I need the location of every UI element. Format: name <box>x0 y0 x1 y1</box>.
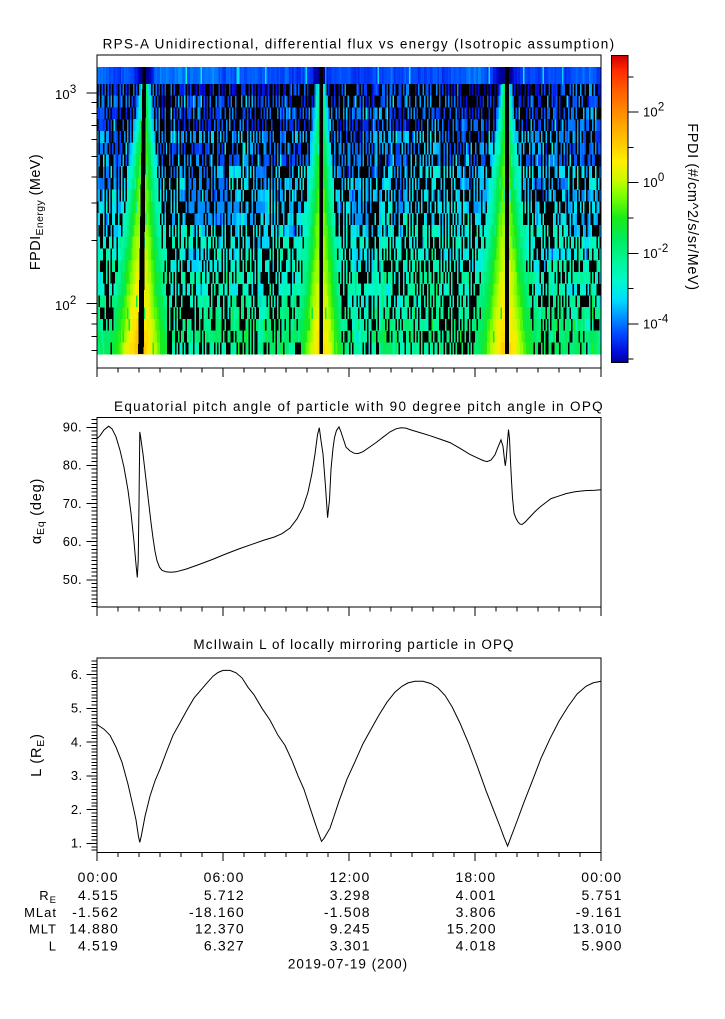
svg-text:5.712: 5.712 <box>204 887 245 903</box>
svg-text:00:00: 00:00 <box>581 869 622 885</box>
svg-text:1.: 1. <box>71 836 83 851</box>
svg-text:12.370: 12.370 <box>195 921 245 937</box>
svg-text:MLT: MLT <box>29 922 57 937</box>
svg-text:FPDIEnergy (MeV): FPDIEnergy (MeV) <box>28 154 46 270</box>
svg-text:3.: 3. <box>71 768 83 783</box>
svg-text:50.: 50. <box>63 572 82 587</box>
svg-text:00:00: 00:00 <box>78 869 119 885</box>
svg-text:14.880: 14.880 <box>69 921 119 937</box>
svg-text:RPS-A Unidirectional, differen: RPS-A Unidirectional, differential flux … <box>103 37 616 52</box>
svg-text:6.: 6. <box>71 667 83 682</box>
svg-text:4.001: 4.001 <box>456 887 497 903</box>
svg-text:6.327: 6.327 <box>204 938 245 954</box>
svg-text:06:00: 06:00 <box>204 869 245 885</box>
svg-text:4.515: 4.515 <box>78 887 119 903</box>
svg-text:60.: 60. <box>63 534 82 549</box>
svg-text:-1.508: -1.508 <box>324 904 371 920</box>
svg-text:12:00: 12:00 <box>329 869 370 885</box>
svg-text:5.751: 5.751 <box>582 887 623 903</box>
svg-text:Equatorial pitch angle of part: Equatorial pitch angle of particle with … <box>114 399 604 414</box>
svg-text:L: L <box>49 939 57 954</box>
svg-text:9.245: 9.245 <box>330 921 371 937</box>
svg-text:5.: 5. <box>71 701 83 716</box>
svg-text:15.200: 15.200 <box>447 921 497 937</box>
svg-text:4.519: 4.519 <box>78 938 119 954</box>
svg-text:-1.562: -1.562 <box>72 904 119 920</box>
svg-text:2.: 2. <box>71 802 83 817</box>
svg-text:FPDI (#/cm^2/s/sr/MeV): FPDI (#/cm^2/s/sr/MeV) <box>684 123 700 290</box>
svg-text:-9.161: -9.161 <box>576 904 623 920</box>
svg-text:90.: 90. <box>63 420 82 435</box>
svg-text:18:00: 18:00 <box>455 869 496 885</box>
svg-text:4.018: 4.018 <box>456 938 497 954</box>
svg-text:-18.160: -18.160 <box>189 904 245 920</box>
svg-text:70.: 70. <box>63 496 82 511</box>
svg-text:80.: 80. <box>63 458 82 473</box>
svg-text:3.298: 3.298 <box>330 887 371 903</box>
svg-text:L (RE): L (RE) <box>29 733 47 777</box>
svg-text:13.010: 13.010 <box>573 921 623 937</box>
svg-text:3.301: 3.301 <box>330 938 371 954</box>
svg-text:4.: 4. <box>71 734 83 749</box>
svg-text:5.900: 5.900 <box>582 938 623 954</box>
svg-text:2019-07-19 (200): 2019-07-19 (200) <box>288 956 408 971</box>
svg-text:McIlwain L of locally mirrorin: McIlwain L of locally mirroring particle… <box>193 637 514 652</box>
svg-text:MLat: MLat <box>24 905 57 920</box>
svg-text:3.806: 3.806 <box>456 904 497 920</box>
